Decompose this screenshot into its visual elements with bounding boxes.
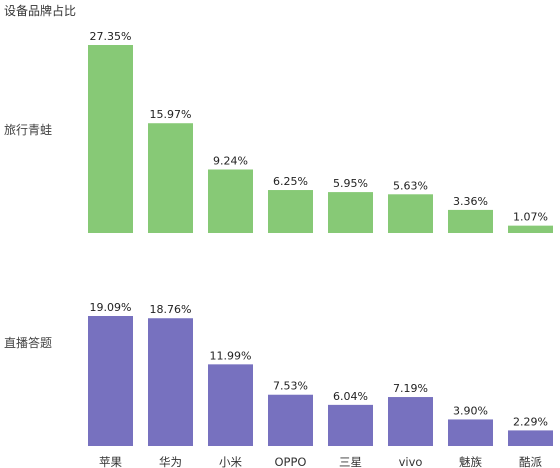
bar-1-苹果 <box>88 45 133 233</box>
data-label-2-魅族: 3.90% <box>453 404 488 417</box>
category-label-苹果: 苹果 <box>99 455 122 468</box>
category-label-魅族: 魅族 <box>459 455 482 468</box>
data-label-1-苹果: 27.35% <box>90 30 132 43</box>
bar-2-小米 <box>208 364 253 446</box>
bar-1-小米 <box>208 169 253 233</box>
bar-1-vivo <box>388 194 433 233</box>
data-label-2-三星: 6.04% <box>333 390 368 403</box>
bar-2-苹果 <box>88 316 133 446</box>
data-label-1-酷派: 1.07% <box>513 211 548 224</box>
category-label-小米: 小米 <box>219 455 242 468</box>
chart-title: 设备品牌占比 <box>4 4 77 18</box>
data-label-2-苹果: 19.09% <box>90 301 132 314</box>
data-label-1-小米: 9.24% <box>213 154 248 167</box>
category-label-三星: 三星 <box>339 455 362 468</box>
series-label-1: 旅行青蛙 <box>4 123 53 137</box>
data-label-2-vivo: 7.19% <box>393 382 428 395</box>
bar-2-酷派 <box>508 430 553 446</box>
data-label-1-魅族: 3.36% <box>453 195 488 208</box>
data-label-2-华为: 18.76% <box>150 303 192 316</box>
bar-1-酷派 <box>508 225 553 233</box>
bar-2-三星 <box>328 404 373 446</box>
data-label-1-vivo: 5.63% <box>393 179 428 192</box>
bar-1-魅族 <box>448 209 493 233</box>
category-label-OPPO: OPPO <box>275 455 307 468</box>
bar-1-三星 <box>328 192 373 233</box>
data-label-2-OPPO: 7.53% <box>273 380 308 393</box>
bar-1-OPPO <box>268 190 313 233</box>
bar-1-华为 <box>148 123 193 233</box>
bar-2-魅族 <box>448 419 493 446</box>
data-label-1-三星: 5.95% <box>333 177 368 190</box>
data-label-1-OPPO: 6.25% <box>273 175 308 188</box>
bar-2-OPPO <box>268 394 313 446</box>
data-label-2-小米: 11.99% <box>210 349 252 362</box>
data-label-1-华为: 15.97% <box>150 108 192 121</box>
category-label-华为: 华为 <box>159 455 182 468</box>
bar-2-vivo <box>388 397 433 446</box>
category-label-vivo: vivo <box>399 455 423 468</box>
data-label-2-酷派: 2.29% <box>513 415 548 428</box>
category-label-酷派: 酷派 <box>519 455 542 468</box>
series-label-2: 直播答题 <box>4 336 53 350</box>
bar-2-华为 <box>148 318 193 446</box>
